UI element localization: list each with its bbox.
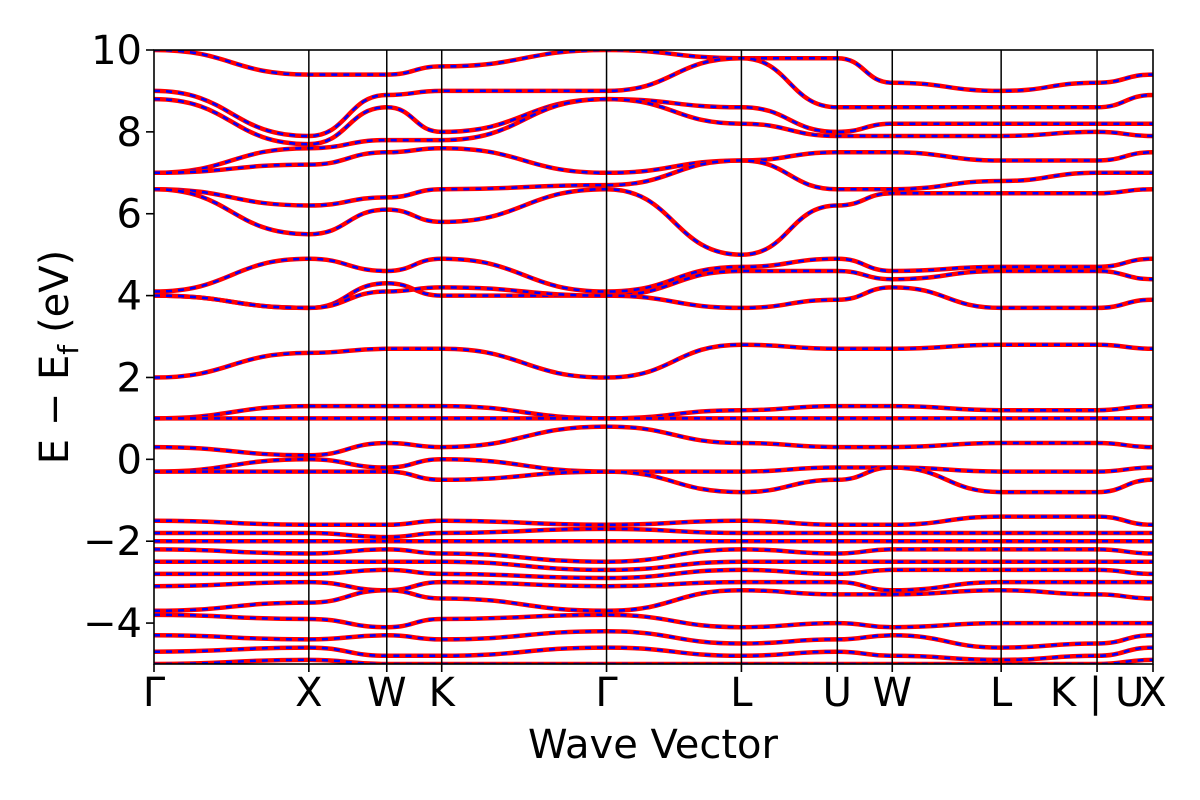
x-tick-label: K (429, 670, 457, 716)
band-line-blue (154, 458, 1153, 473)
y-axis-title-unit: (eV) (32, 250, 78, 333)
band-line-blue (154, 466, 1153, 494)
band-line-blue (154, 269, 1153, 310)
band-line-blue (154, 343, 1153, 379)
x-tick-label: L (990, 670, 1013, 716)
band-line-blue (154, 97, 1153, 146)
y-tick-label: 10 (91, 28, 142, 74)
y-tick-label: 0 (117, 437, 142, 483)
band-line-red (154, 657, 1153, 664)
x-tick-label: W (872, 670, 912, 716)
x-tick-label: K | U (1050, 670, 1144, 716)
band-line-blue (154, 425, 1153, 457)
y-tick-label: 8 (117, 110, 142, 156)
band-line-blue (154, 97, 1153, 175)
band-line-blue (154, 580, 1153, 592)
band-line-blue (154, 560, 1153, 572)
y-tick-label: 4 (117, 274, 142, 320)
band-line-blue (154, 589, 1153, 613)
y-axis-title: E − Ef (eV) (32, 250, 85, 465)
band-line-blue (154, 50, 1153, 93)
band-line-blue (154, 404, 1153, 420)
x-tick-label: X (295, 670, 322, 716)
x-tick-label: U (823, 670, 852, 716)
band-line-blue (154, 527, 1153, 539)
plot-frame (153, 49, 1154, 665)
y-axis: −4 −2 0 2 4 6 8 10 (83, 28, 154, 647)
band-line-blue (154, 548, 1153, 563)
band-line-blue (154, 56, 1153, 138)
x-axis-title: Wave Vector (528, 722, 779, 768)
y-tick-label: −2 (83, 519, 142, 565)
band-line-blue (154, 630, 1153, 649)
x-tick-label: Γ (143, 670, 166, 716)
y-tick-label: 2 (117, 355, 142, 401)
x-tick-label: W (367, 670, 407, 716)
band-line-blue (154, 257, 1153, 293)
y-tick-label: −4 (83, 601, 142, 647)
band-line-blue (154, 515, 1153, 527)
band-line-blue (154, 613, 1153, 629)
band-line-blue (154, 568, 1153, 580)
y-tick-label: 6 (117, 192, 142, 238)
kpoint-lines-group (308, 50, 1098, 664)
band-line-blue (154, 646, 1153, 662)
x-tick-label: L (730, 670, 753, 716)
y-axis-title-main: E − E (32, 355, 78, 465)
band-line-blue (154, 159, 1153, 207)
band-line-red (154, 285, 1153, 311)
x-tick-label: Γ (595, 670, 618, 716)
y-axis-title-subscript: f (52, 344, 85, 355)
band-line-blue (154, 146, 1153, 175)
x-tick-label: X (1139, 670, 1166, 716)
